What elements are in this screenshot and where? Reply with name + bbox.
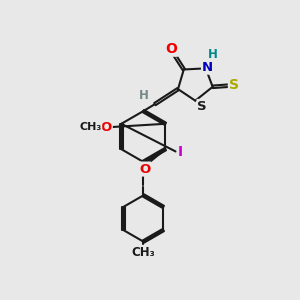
- Text: N: N: [202, 61, 213, 74]
- Text: CH₃: CH₃: [79, 122, 101, 132]
- Text: O: O: [100, 121, 112, 134]
- Text: H: H: [208, 48, 218, 61]
- Text: S: S: [229, 78, 239, 92]
- Text: S: S: [197, 100, 207, 113]
- Text: H: H: [138, 89, 148, 102]
- Text: O: O: [166, 42, 178, 56]
- Text: CH₃: CH₃: [131, 246, 155, 259]
- Text: O: O: [139, 163, 150, 176]
- Text: I: I: [178, 145, 183, 159]
